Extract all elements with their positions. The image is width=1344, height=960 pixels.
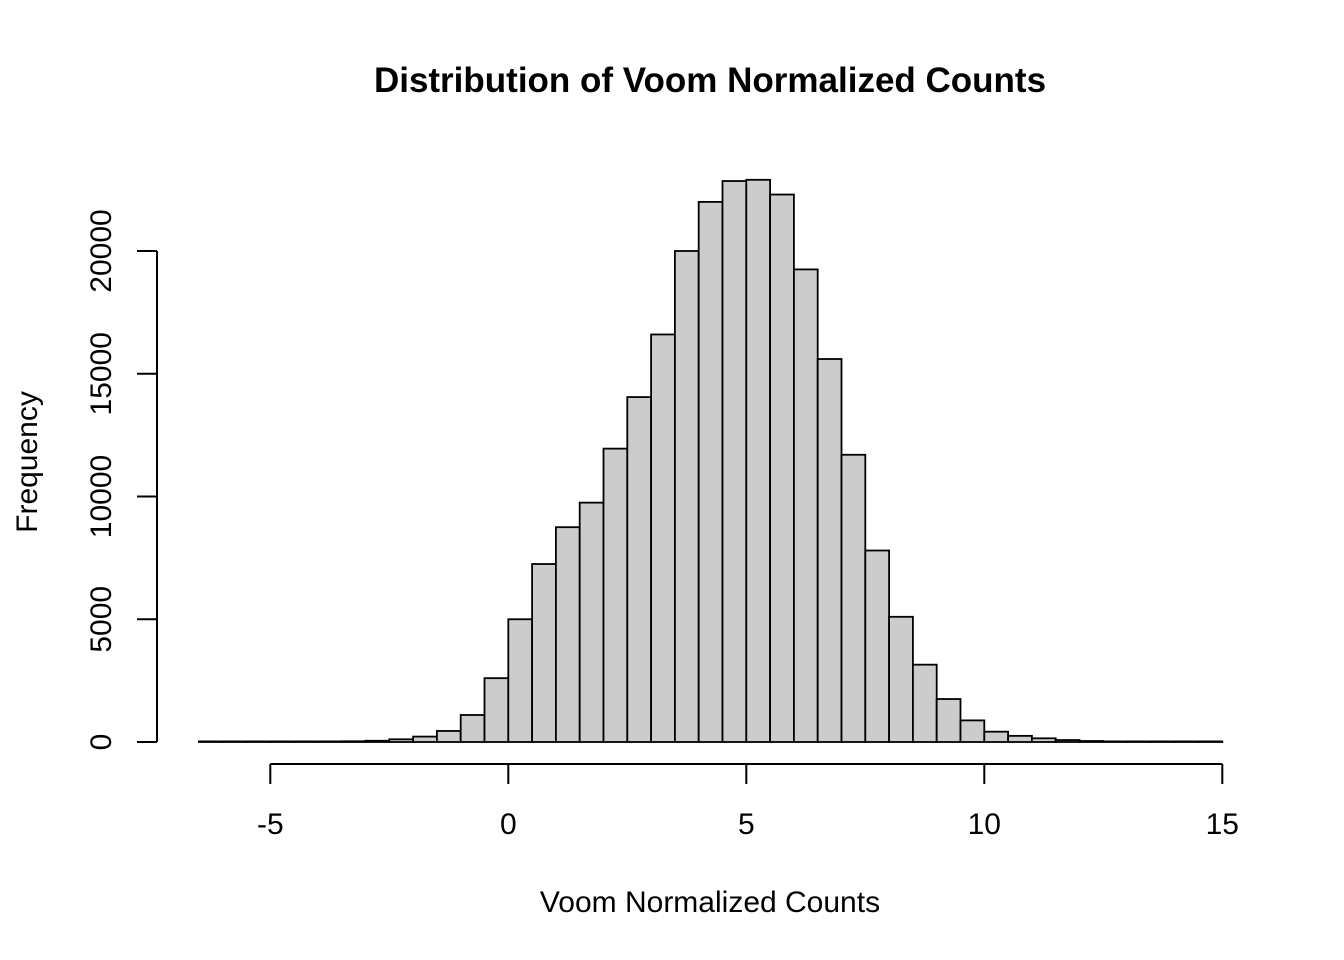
histogram-bar [983,730,1009,743]
x-tick-label: 0 [500,808,517,841]
histogram-bar [555,526,581,743]
x-tick-label: 5 [738,808,755,841]
histogram-bar [769,193,795,743]
y-tick-label: 15000 [85,332,118,415]
y-tick-label: 20000 [85,209,118,292]
bars-group [197,178,1224,743]
x-axis: -5 0 5 10 15 [257,763,1239,841]
histogram-bar [1102,740,1129,743]
histogram-bar [1150,740,1176,743]
y-tick-label: 0 [85,734,118,751]
histogram-bar [912,663,938,743]
histogram-bar [221,740,248,743]
y-axis: 0 5000 10000 15000 20000 [85,209,158,751]
histogram-bar [1031,737,1057,743]
x-axis-label: Voom Normalized Counts [540,886,880,919]
histogram-bar [1197,740,1224,743]
histogram-bar [293,740,319,743]
histogram-bar [507,618,533,743]
histogram-bar [269,740,295,743]
x-tick-label: -5 [257,808,284,841]
x-tick-label: 10 [968,808,1001,841]
histogram-bar [1173,740,1200,743]
histogram-bar [578,501,605,743]
histogram-bar [531,563,557,743]
histogram-bar [1054,739,1081,743]
y-tick-label: 5000 [85,586,118,653]
histogram-bar [316,740,343,743]
histogram-bar [816,358,843,743]
histogram-bar [388,738,414,743]
histogram-bar [1007,734,1033,743]
histogram-bar [340,740,367,743]
histogram-bar [1078,740,1105,743]
histogram-bar [840,453,867,743]
histogram-bar [483,677,510,743]
histogram-bar [197,740,224,743]
histogram-bar [626,396,652,743]
histogram-bar [721,180,748,743]
histogram-bar [412,735,438,743]
histogram-bar [793,268,819,743]
histogram-bar [745,178,771,743]
histogram-bar [959,719,986,743]
x-tick-label: 15 [1206,808,1239,841]
histogram-bar [364,739,391,743]
histogram-bar [650,333,676,743]
histogram-bar [1126,740,1152,743]
y-tick-label: 10000 [85,455,118,538]
histogram-bar [435,730,462,743]
histogram-bar [245,740,272,743]
histogram-bar [864,549,890,743]
histogram-bar [459,714,486,743]
histogram-bar [602,447,629,743]
histogram-bar [697,200,724,743]
histogram-bar [888,615,914,743]
y-axis-label: Frequency [11,391,44,533]
histogram-bar [674,250,700,743]
histogram-bar [935,698,962,743]
chart-title: Distribution of Voom Normalized Counts [374,61,1046,100]
